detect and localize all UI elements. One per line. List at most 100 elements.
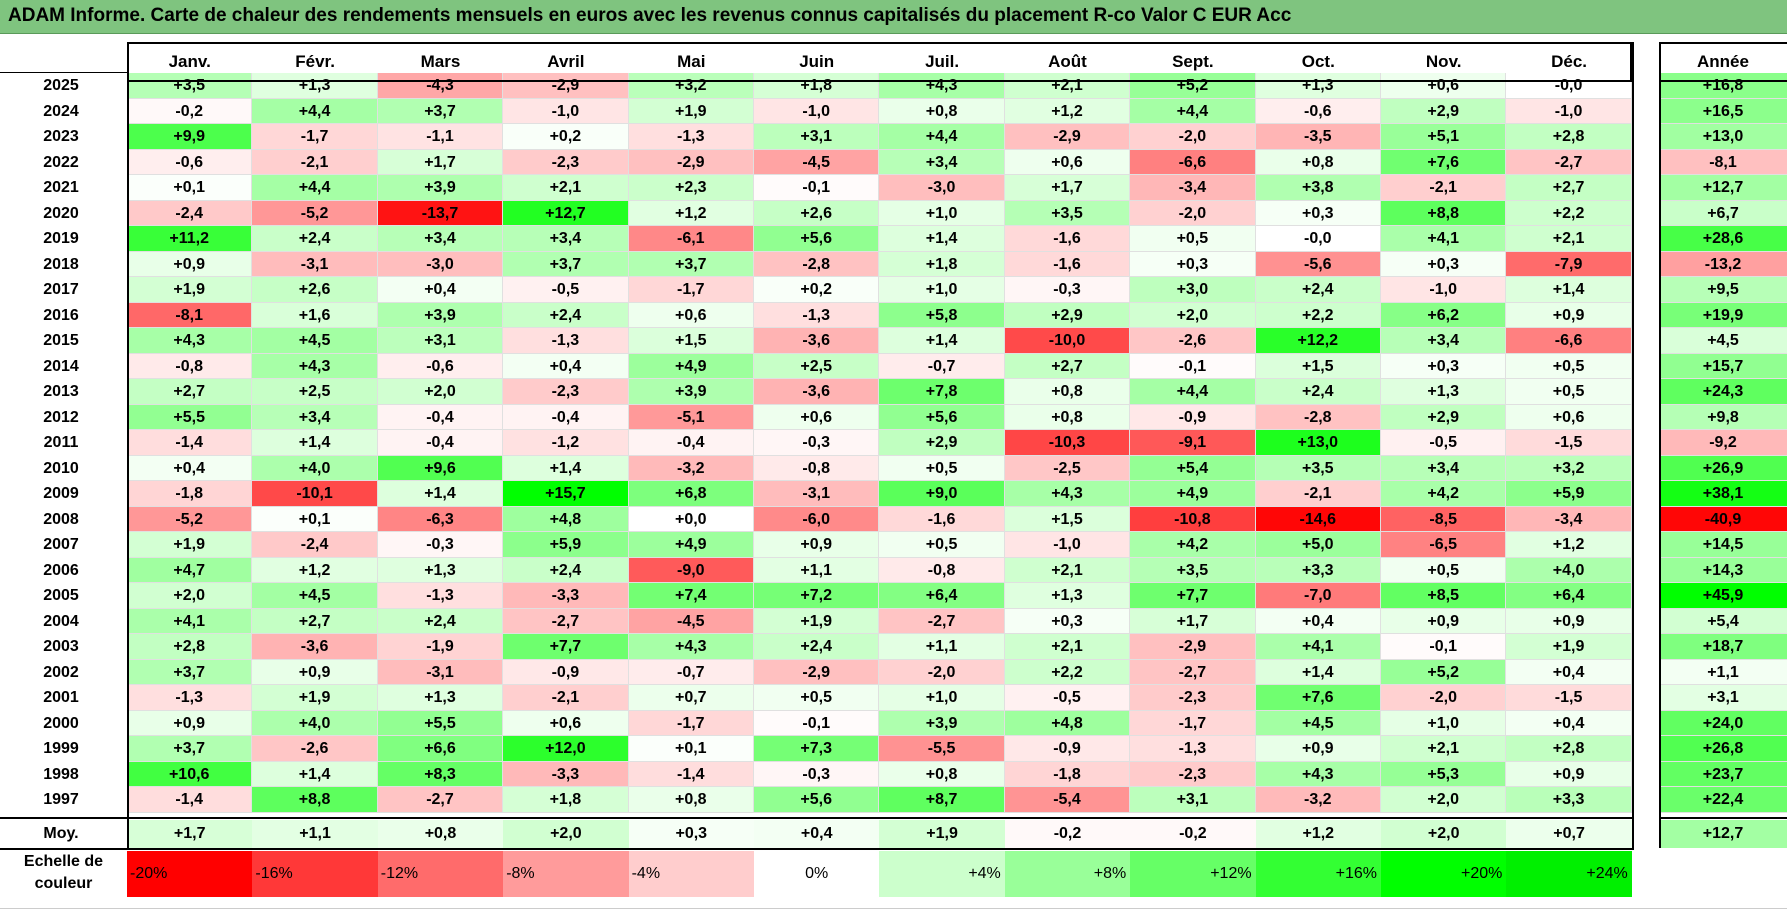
heatmap-cell: -3,6: [754, 379, 880, 405]
heatmap-cell: +7,3: [754, 736, 880, 762]
year-label: 2020: [43, 204, 79, 222]
heatmap-cell: -1,7: [252, 124, 378, 150]
heatmap-cell: +3,4: [1381, 328, 1507, 354]
heatmap-cell: +3,1: [1130, 787, 1256, 813]
heatmap-cell: +0,9: [754, 532, 880, 558]
average-cell: +0,4: [754, 819, 880, 848]
heatmap-cell: +9,9: [127, 124, 253, 150]
heatmap-cell: -2,1: [1255, 481, 1381, 507]
heatmap-cell: -10,1: [252, 481, 378, 507]
year-label: 2000: [43, 714, 79, 732]
heatmap-cell: +6,4: [879, 583, 1005, 609]
heatmap-cell: +1,2: [628, 200, 754, 226]
average-cell: +1,7: [127, 819, 253, 848]
heatmap-cell: +2,7: [252, 608, 378, 634]
heatmap-cell: +3,5: [1255, 455, 1381, 481]
heatmap-cell: +3,4: [879, 149, 1005, 175]
heatmap-cell: +5,1: [1381, 124, 1507, 150]
heatmap-cell: +3,7: [628, 251, 754, 277]
heatmap-cell: +3,0: [1130, 277, 1256, 303]
heatmap-cell: -2,9: [503, 73, 629, 99]
heatmap-cell: -0,9: [1004, 736, 1131, 762]
color-scale-swatch: +20%: [1381, 851, 1507, 897]
heatmap-cell: +2,4: [503, 302, 629, 328]
annual-cell: +16,5: [1659, 98, 1787, 124]
heatmap-cell: +1,2: [252, 557, 378, 583]
heatmap-cell: +1,8: [879, 251, 1005, 277]
heatmap-cell: +0,1: [252, 506, 378, 532]
average-cell: +2,0: [1381, 819, 1507, 848]
heatmap-cell: +2,1: [1004, 73, 1131, 99]
heatmap-cell: +6,8: [628, 481, 754, 507]
heatmap-cell: +2,4: [252, 226, 378, 252]
heatmap-cell: -0,1: [1130, 353, 1256, 379]
heatmap-cell: -0,4: [377, 404, 504, 430]
heatmap-cell: +0,5: [1506, 379, 1632, 405]
heatmap-cell: +6,4: [1506, 583, 1632, 609]
heatmap-cell: +4,9: [628, 353, 754, 379]
annual-cell: -9,2: [1659, 430, 1787, 456]
heatmap-cell: +12,0: [503, 736, 629, 762]
heatmap-cell: -3,0: [879, 175, 1005, 201]
heatmap-cell: +2,7: [1506, 175, 1632, 201]
heatmap-cell: -1,4: [127, 787, 253, 813]
heatmap-cell: -0,1: [1381, 634, 1507, 660]
heatmap-cell: +2,4: [1255, 379, 1381, 405]
heatmap-cell: +0,5: [1130, 226, 1256, 252]
heatmap-cell: +2,9: [1004, 302, 1131, 328]
heatmap-cell: -2,4: [127, 200, 253, 226]
heatmap-cell: +0,6: [754, 404, 880, 430]
heatmap-cell: +4,5: [252, 328, 378, 354]
heatmap-cell: -10,3: [1004, 430, 1131, 456]
heatmap-cell: +4,1: [1381, 226, 1507, 252]
annual-cell: +19,9: [1659, 302, 1787, 328]
heatmap-cell: -1,1: [377, 124, 504, 150]
heatmap-cell: -3,3: [503, 761, 629, 787]
heatmap-cell: +1,9: [127, 277, 253, 303]
bottom-divider: [0, 908, 1787, 909]
heatmap-cell: -2,1: [252, 149, 378, 175]
heatmap-cell: +1,4: [1506, 277, 1632, 303]
heatmap-cell: -0,8: [127, 353, 253, 379]
heatmap-cell: -5,6: [1255, 251, 1381, 277]
heatmap-cell: +1,3: [377, 685, 504, 711]
heatmap-cell: +2,0: [1130, 302, 1256, 328]
heatmap-cell: +12,2: [1255, 328, 1381, 354]
heatmap-cell: -1,3: [377, 583, 504, 609]
heatmap-cell: +0,1: [628, 736, 754, 762]
heatmap-cell: +5,4: [1130, 455, 1256, 481]
heatmap-cell: -0,9: [1130, 404, 1256, 430]
heatmap-cell: -1,8: [1004, 761, 1131, 787]
heatmap-cell: +5,8: [879, 302, 1005, 328]
heatmap-cell: +1,4: [252, 430, 378, 456]
annual-cell: -13,2: [1659, 251, 1787, 277]
heatmap-cell: +0,6: [628, 302, 754, 328]
color-scale-label-line: Echelle de: [23, 853, 104, 870]
heatmap-cell: -1,3: [754, 302, 880, 328]
heatmap-cell: -1,3: [628, 124, 754, 150]
annual-cell: +9,8: [1659, 404, 1787, 430]
heatmap-cell: -13,7: [377, 200, 504, 226]
heatmap-cell: +1,7: [377, 149, 504, 175]
heatmap-cell: -8,5: [1381, 506, 1507, 532]
heatmap-cell: +7,8: [879, 379, 1005, 405]
heatmap-cell: -0,2: [127, 98, 253, 124]
heatmap-cell: +0,8: [1004, 379, 1131, 405]
heatmap-cell: -1,6: [879, 506, 1005, 532]
year-label: 2006: [43, 561, 79, 579]
heatmap-cell: +0,3: [1130, 251, 1256, 277]
heatmap-cell: +0,9: [127, 710, 253, 736]
average-cell: +1,1: [252, 819, 378, 848]
color-scale-swatch: 0%: [754, 851, 880, 897]
heatmap-cell: -4,5: [628, 608, 754, 634]
color-scale-swatch: +4%: [879, 851, 1005, 897]
heatmap-cell: -0,4: [377, 430, 504, 456]
heatmap-cell: -0,7: [879, 353, 1005, 379]
heatmap-cell: +3,4: [1381, 455, 1507, 481]
heatmap-cell: +1,1: [754, 557, 880, 583]
heatmap-cell: +1,7: [1130, 608, 1256, 634]
annual-cell: +24,0: [1659, 710, 1787, 736]
heatmap-cell: +1,9: [1506, 634, 1632, 660]
heatmap-cell: +9,0: [879, 481, 1005, 507]
heatmap-cell: +1,0: [879, 277, 1005, 303]
